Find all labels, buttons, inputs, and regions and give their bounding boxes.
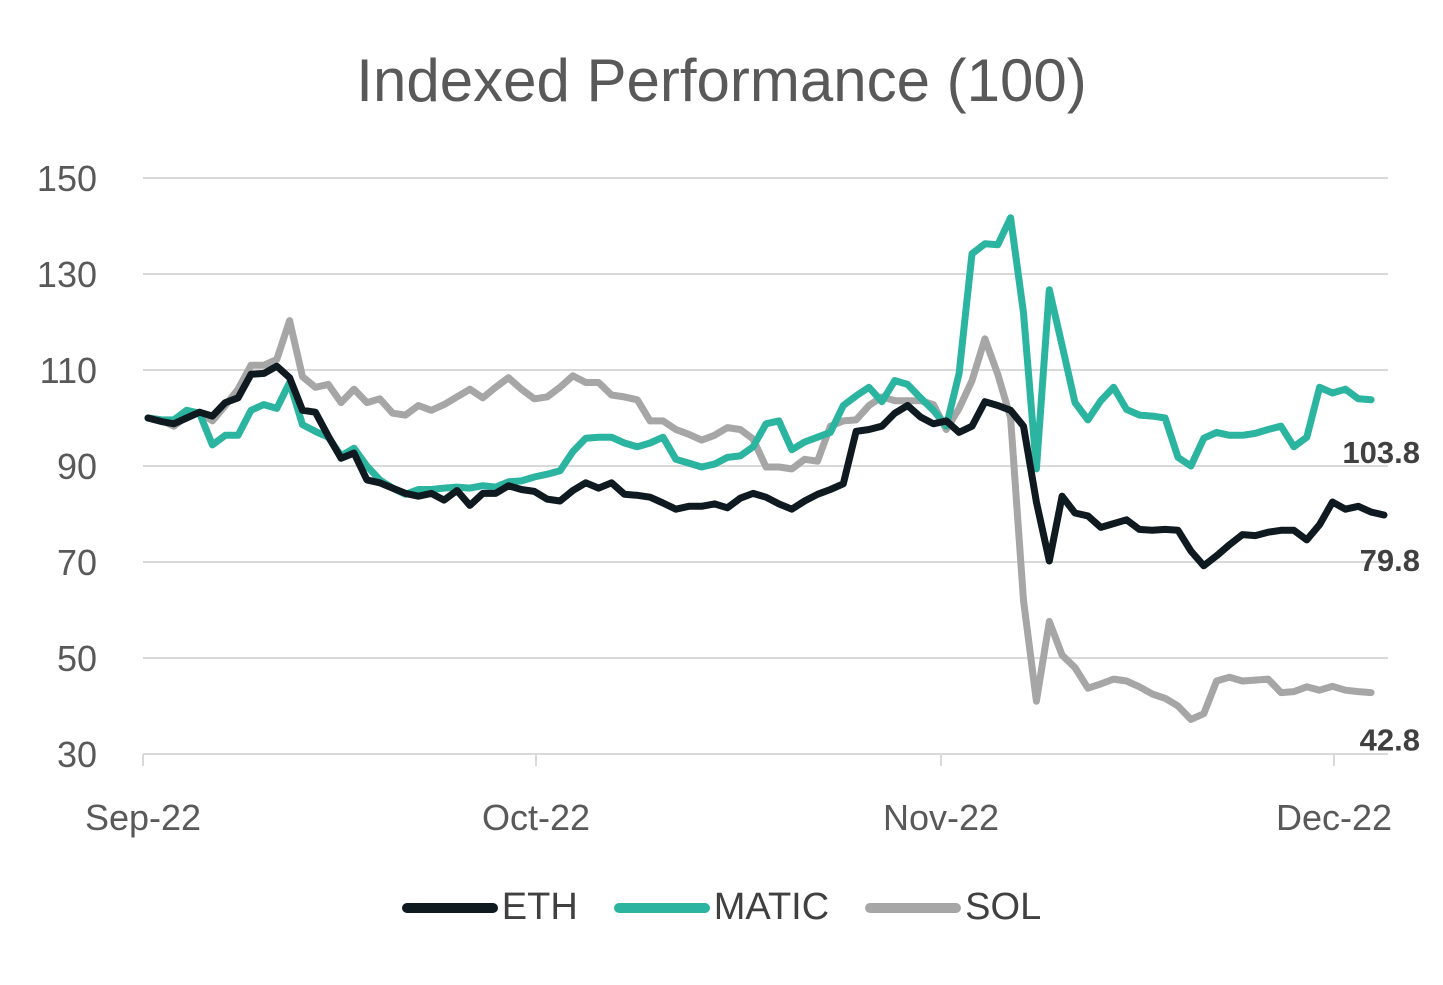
y-tick-label: 130 (37, 254, 97, 295)
legend-label: ETH (501, 886, 578, 928)
series-lines (144, 214, 1388, 723)
y-axis-tick-labels: 30 50 70 90 110 130 150 (37, 158, 97, 775)
y-tick-label: 70 (57, 542, 97, 583)
y-tick-label: 30 (57, 734, 97, 775)
legend-swatch (865, 902, 962, 913)
end-label-eth: 79.8 (1360, 543, 1420, 578)
legend-label: SOL (965, 886, 1042, 928)
end-label-sol: 42.8 (1360, 723, 1420, 758)
series-line-sol (144, 317, 1375, 723)
x-tick-label: Sep-22 (85, 797, 201, 838)
chart-title: Indexed Performance (100) (356, 47, 1087, 114)
y-tick-label: 110 (40, 350, 97, 391)
y-tick-label: 150 (37, 158, 97, 199)
end-label-matic: 103.8 (1342, 435, 1420, 470)
legend-label: MATIC (713, 886, 830, 928)
x-tick-label: Dec-22 (1276, 797, 1392, 838)
legend-item-sol: SOL (865, 886, 1041, 929)
gridlines (143, 177, 1388, 659)
legend-swatch (613, 902, 710, 913)
y-tick-label: 90 (57, 446, 97, 487)
end-value-labels: 79.8 103.8 42.8 (1342, 435, 1420, 758)
legend: ETH MATIC SOL (0, 886, 1443, 929)
x-tick-label: Oct-22 (482, 797, 590, 838)
series-line-eth (144, 362, 1388, 570)
legend-item-eth: ETH (401, 886, 578, 929)
legend-swatch (401, 902, 498, 913)
y-tick-label: 50 (57, 638, 97, 679)
series-line-matic (144, 214, 1375, 498)
x-axis: Sep-22 Oct-22 Nov-22 Dec-22 (85, 753, 1392, 838)
legend-item-matic: MATIC (613, 886, 830, 929)
x-tick-label: Nov-22 (883, 797, 999, 838)
